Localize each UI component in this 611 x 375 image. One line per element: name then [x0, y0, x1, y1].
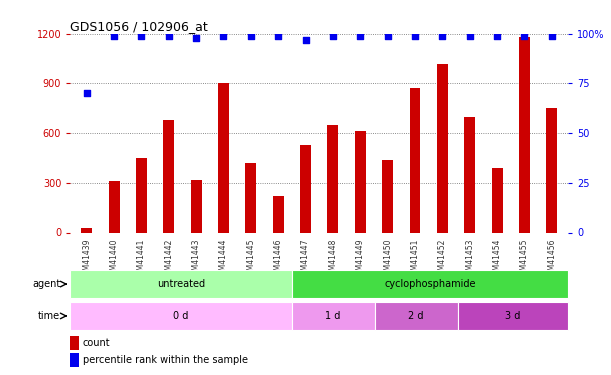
Bar [70, 270, 291, 298]
Bar [70, 302, 291, 330]
Point [82, 90, 92, 96]
Text: percentile rank within the sample: percentile rank within the sample [82, 355, 247, 365]
Bar [492, 168, 503, 232]
Point [273, 33, 283, 39]
Point [492, 33, 502, 39]
Bar [136, 158, 147, 232]
Bar [163, 120, 174, 232]
Point [301, 37, 310, 43]
Bar [375, 302, 458, 330]
Text: cyclophosphamide: cyclophosphamide [384, 279, 475, 289]
Bar [81, 228, 92, 232]
Bar [218, 84, 229, 232]
Bar [519, 37, 530, 232]
Bar [382, 160, 393, 232]
Bar [70, 336, 79, 350]
Bar [70, 353, 79, 367]
Text: 1 d: 1 d [326, 311, 341, 321]
Bar [191, 180, 202, 232]
Point [547, 33, 557, 39]
Text: count: count [82, 338, 111, 348]
Point [246, 33, 256, 39]
Point [109, 33, 119, 39]
Text: 0 d: 0 d [174, 311, 189, 321]
Point [328, 33, 338, 39]
Bar [409, 88, 420, 232]
Bar [437, 63, 448, 232]
Point [356, 33, 365, 39]
Point [382, 33, 392, 39]
Bar [273, 196, 284, 232]
Bar [246, 163, 257, 232]
Point [519, 33, 529, 39]
Point [136, 33, 146, 39]
Point [437, 33, 447, 39]
Point [164, 33, 174, 39]
Point [191, 35, 201, 41]
Bar [458, 302, 568, 330]
Point [410, 33, 420, 39]
Text: GDS1056 / 102906_at: GDS1056 / 102906_at [70, 20, 208, 33]
Bar [355, 132, 366, 232]
Bar [109, 181, 120, 232]
Bar [327, 125, 338, 232]
Bar [300, 145, 311, 232]
Point [465, 33, 475, 39]
Text: agent: agent [32, 279, 60, 289]
Text: time: time [38, 311, 60, 321]
Point [219, 33, 229, 39]
Bar [291, 270, 568, 298]
Text: 3 d: 3 d [505, 311, 521, 321]
Bar [291, 302, 375, 330]
Bar [464, 117, 475, 232]
Text: 2 d: 2 d [408, 311, 424, 321]
Text: untreated: untreated [157, 279, 205, 289]
Bar [546, 108, 557, 232]
